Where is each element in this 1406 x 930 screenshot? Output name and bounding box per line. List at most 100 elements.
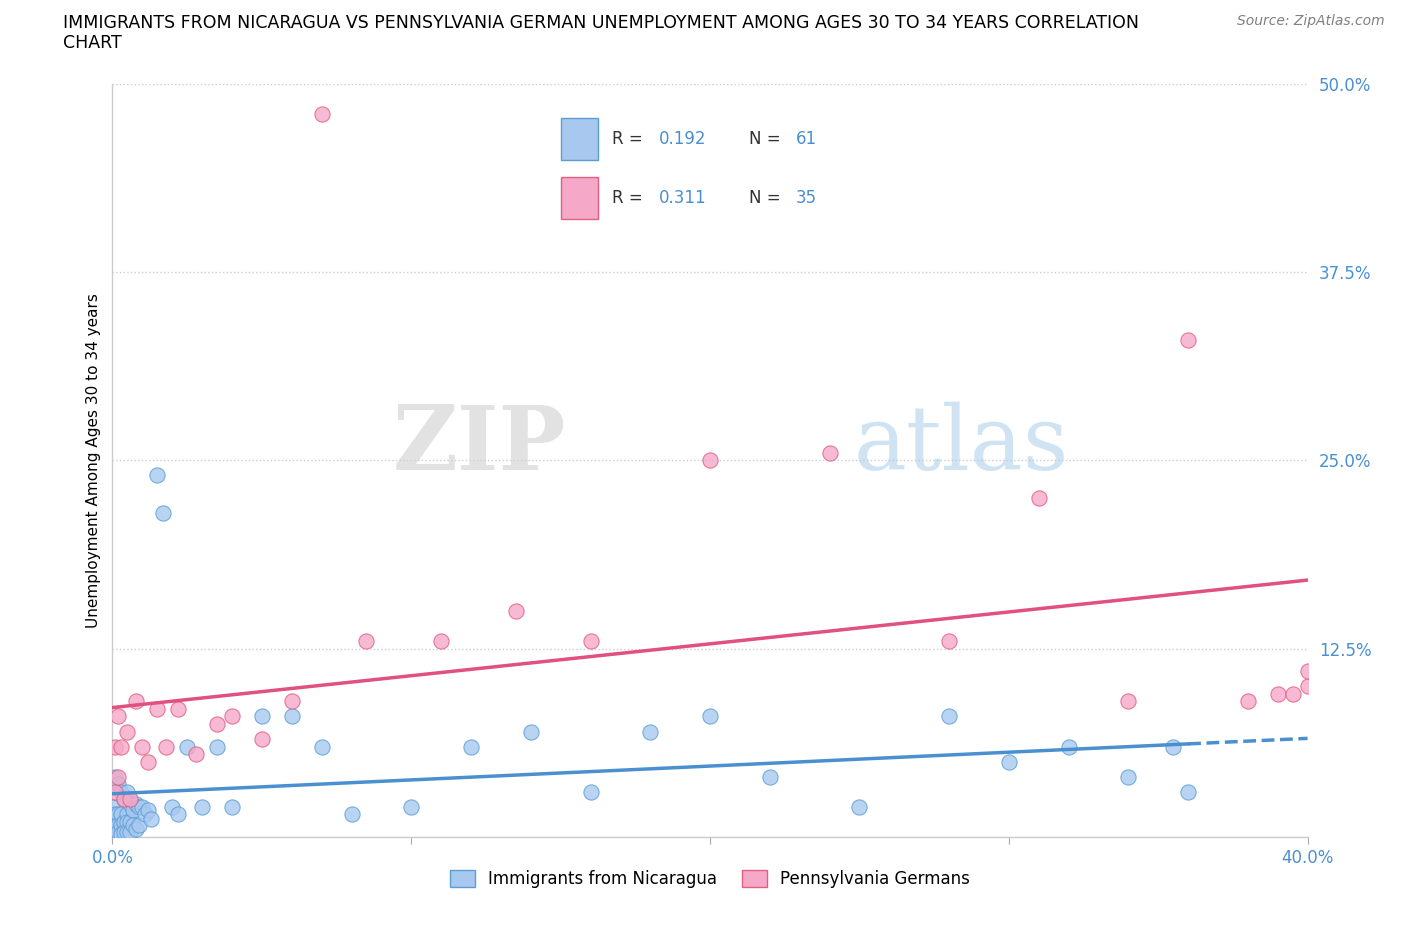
Point <box>120 825 142 840</box>
Point <box>146 701 169 716</box>
Point <box>167 701 190 716</box>
Point <box>250 709 273 724</box>
Point <box>640 724 662 739</box>
Point <box>281 694 304 709</box>
Text: IMMIGRANTS FROM NICARAGUA VS PENNSYLVANIA GERMAN UNEMPLOYMENT AMONG AGES 30 TO 3: IMMIGRANTS FROM NICARAGUA VS PENNSYLVANI… <box>63 14 1139 32</box>
Point <box>176 739 198 754</box>
Point <box>460 739 482 754</box>
Point <box>938 633 960 648</box>
Point <box>759 769 782 784</box>
Point <box>1177 784 1199 799</box>
Point <box>125 694 148 709</box>
Point <box>117 825 139 840</box>
Point <box>134 807 156 822</box>
Point <box>221 800 243 815</box>
Point <box>1028 491 1050 506</box>
Point <box>114 815 135 830</box>
Point <box>141 812 163 827</box>
Point <box>340 807 363 822</box>
Point <box>107 825 129 840</box>
Point <box>138 754 160 769</box>
Point <box>505 604 527 618</box>
Point <box>114 825 135 840</box>
Point <box>938 709 960 724</box>
Point <box>104 769 127 784</box>
Point <box>1267 686 1289 701</box>
Point <box>114 792 135 807</box>
Point <box>122 803 145 817</box>
Point <box>1237 694 1260 709</box>
Point <box>146 468 169 483</box>
Point <box>125 796 148 811</box>
Text: ZIP: ZIP <box>394 402 567 489</box>
Point <box>107 769 129 784</box>
Point <box>1161 739 1184 754</box>
Point <box>120 815 142 830</box>
Point <box>430 633 453 648</box>
Point <box>848 800 870 815</box>
Point <box>110 784 132 799</box>
Point <box>1057 739 1080 754</box>
Text: Source: ZipAtlas.com: Source: ZipAtlas.com <box>1237 14 1385 28</box>
Point <box>120 796 142 811</box>
Y-axis label: Unemployment Among Ages 30 to 34 years: Unemployment Among Ages 30 to 34 years <box>86 293 101 628</box>
Text: atlas: atlas <box>853 402 1069 489</box>
Point <box>107 807 129 822</box>
Point <box>117 784 139 799</box>
Point <box>107 709 129 724</box>
Point <box>117 724 139 739</box>
Point <box>699 709 721 724</box>
Point <box>122 817 145 832</box>
Point <box>101 800 124 815</box>
Point <box>110 807 132 822</box>
Point <box>356 633 378 648</box>
Text: CHART: CHART <box>63 34 122 52</box>
Point <box>401 800 423 815</box>
Point <box>311 739 333 754</box>
Point <box>125 822 148 837</box>
Point <box>205 739 228 754</box>
Legend: Immigrants from Nicaragua, Pennsylvania Germans: Immigrants from Nicaragua, Pennsylvania … <box>441 861 979 897</box>
Point <box>167 807 190 822</box>
Point <box>221 709 243 724</box>
Point <box>579 633 602 648</box>
Point <box>1296 664 1319 679</box>
Point <box>131 739 153 754</box>
Point <box>250 732 273 747</box>
Point <box>1177 332 1199 347</box>
Point <box>117 815 139 830</box>
Point <box>818 445 841 460</box>
Point <box>311 106 333 121</box>
Point <box>117 807 139 822</box>
Point <box>1281 686 1303 701</box>
Point <box>152 506 174 521</box>
Point <box>520 724 543 739</box>
Point <box>155 739 177 754</box>
Point <box>186 747 208 762</box>
Point <box>104 739 127 754</box>
Point <box>110 817 132 832</box>
Point <box>120 792 142 807</box>
Point <box>131 800 153 815</box>
Point <box>998 754 1021 769</box>
Point <box>104 784 127 799</box>
Point <box>104 817 127 832</box>
Point <box>205 717 228 732</box>
Point <box>699 453 721 468</box>
Point <box>128 800 150 815</box>
Point <box>1296 679 1319 694</box>
Point <box>101 822 124 837</box>
Point <box>107 817 129 832</box>
Point <box>579 784 602 799</box>
Point <box>1118 769 1140 784</box>
Point <box>110 739 132 754</box>
Point <box>191 800 214 815</box>
Point <box>128 817 150 832</box>
Point <box>104 825 127 840</box>
Point <box>114 792 135 807</box>
Point <box>1118 694 1140 709</box>
Point <box>162 800 183 815</box>
Point <box>101 777 124 791</box>
Point <box>281 709 304 724</box>
Point <box>138 803 160 817</box>
